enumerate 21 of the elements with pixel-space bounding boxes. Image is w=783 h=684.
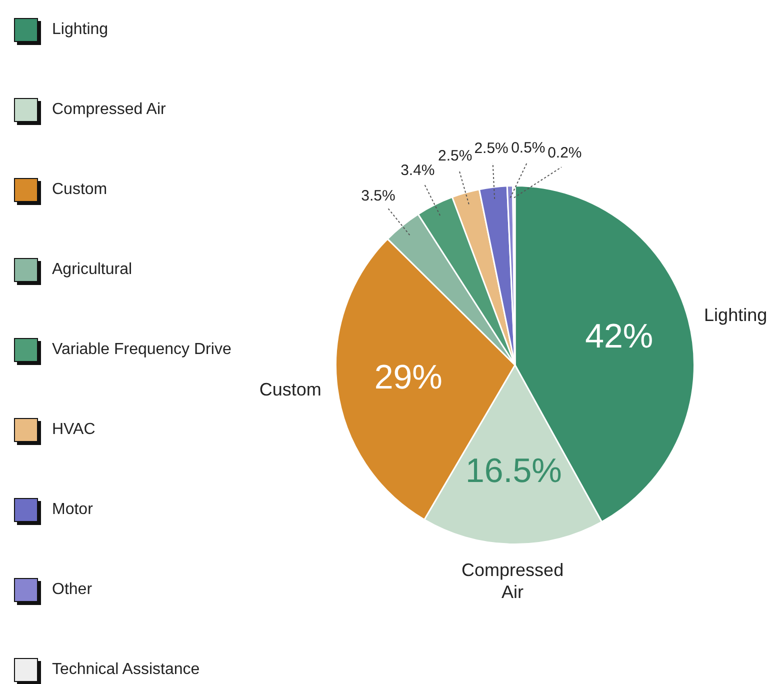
data-label: 29%	[374, 358, 442, 396]
text: Custom	[259, 379, 322, 400]
legend-label: Variable Frequency Drive	[52, 341, 232, 359]
legend-label: Compressed Air	[52, 101, 166, 119]
text: Compressed Air	[462, 560, 564, 602]
legend-label: Lighting	[52, 21, 108, 39]
legend-label: Motor	[52, 501, 93, 519]
data-label: 3.4%	[400, 162, 435, 179]
legend-label: Custom	[52, 181, 108, 199]
text: Lighting	[704, 305, 768, 326]
legend-label: HVAC	[52, 421, 96, 439]
data-label: 42%	[585, 317, 654, 356]
data-label: 0.5%	[511, 139, 546, 156]
legend-label: Technical Assistance	[52, 661, 200, 679]
legend-label: Other	[52, 581, 92, 599]
data-label: 2.5%	[438, 147, 472, 164]
data-label: 3.5%	[361, 187, 396, 204]
data-label: 16.5%	[465, 452, 562, 490]
data-label: 0.2%	[548, 144, 582, 162]
legend-label: Agricultural	[52, 261, 132, 279]
data-label: 2.5%	[474, 140, 508, 158]
